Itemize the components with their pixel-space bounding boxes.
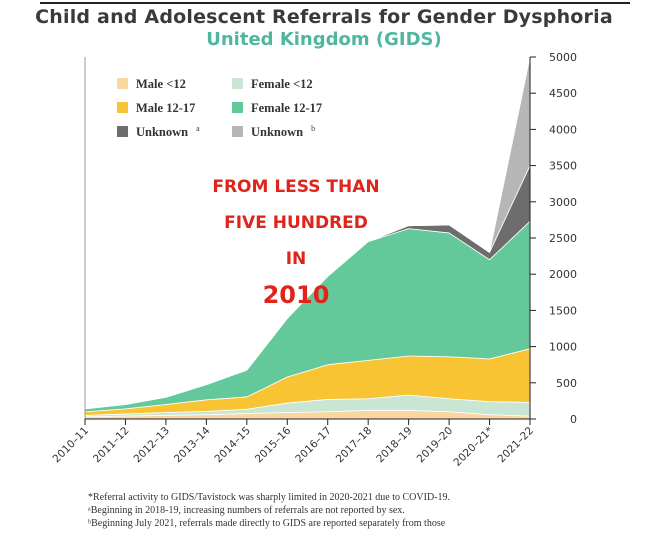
- annotation-line-3: IN: [286, 249, 307, 269]
- chart-svg: 0 500 1000 1500 2000 2500 3000 3500 4000 4500 5000…: [51, 51, 577, 469]
- legend-label: Unknown: [251, 125, 303, 139]
- legend-swatch: [117, 102, 128, 113]
- legend-superscript: b: [311, 124, 315, 133]
- legend-swatch: [117, 78, 128, 89]
- footnote-main: *Referral activity to GIDS/Tavistock was…: [88, 492, 451, 503]
- y-tick-label: 0: [570, 413, 577, 426]
- legend-label: Unknown: [136, 125, 188, 139]
- y-tick-label: 5000: [549, 51, 577, 64]
- legend-swatch: [232, 126, 243, 137]
- x-tick-label: 2020–21*: [451, 425, 495, 469]
- legend-superscript: a: [196, 124, 200, 133]
- legend-label: Female 12-17: [251, 101, 322, 115]
- annotation-line-1: FROM LESS THAN: [212, 177, 379, 197]
- x-ticks: 2010–11 2011–12 2012–13 2013–14 2014–15 2015–…: [51, 419, 537, 469]
- annotation-line-4: 2010: [263, 281, 330, 309]
- legend-swatch: [232, 102, 243, 113]
- y-tick-label: 4000: [549, 123, 577, 136]
- footnote-b: ᵇBeginning July 2021, referrals made dir…: [88, 518, 446, 529]
- x-tick-label: 2016–17: [293, 425, 334, 466]
- legend-label: Male 12-17: [136, 101, 195, 115]
- x-tick-label: 2012–13: [131, 425, 172, 466]
- legend-label: Female <12: [251, 77, 313, 91]
- x-tick-label: 2018–19: [374, 425, 415, 466]
- y-tick-label: 3500: [549, 160, 577, 173]
- legend-swatch: [232, 78, 243, 89]
- y-tick-label: 2000: [549, 268, 577, 281]
- top-rule: [40, 2, 630, 4]
- annotation-line-2: FIVE HUNDRED: [224, 213, 368, 233]
- y-tick-label: 500: [556, 377, 577, 390]
- y-tick-label: 1500: [549, 304, 577, 317]
- legend-label: Male <12: [136, 77, 186, 91]
- legend-swatch: [117, 126, 128, 137]
- x-tick-label: 2014–15: [212, 425, 253, 466]
- y-ticks: 0 500 1000 1500 2000 2500 3000 3500 4000 4500 5000: [530, 51, 577, 426]
- x-tick-label: 2010–11: [51, 425, 92, 466]
- chart-subtitle: United Kingdom (GIDS): [206, 29, 442, 50]
- x-tick-label: 2013–14: [172, 424, 213, 465]
- y-tick-label: 2500: [549, 232, 577, 245]
- y-tick-label: 3000: [549, 196, 577, 209]
- x-tick-label: 2017–18: [334, 425, 375, 466]
- chart-title: Child and Adolescent Referrals for Gende…: [35, 6, 613, 28]
- x-tick-label: 2011–12: [91, 425, 132, 466]
- footnote-a: ᵃBeginning in 2018-19, increasing number…: [88, 505, 405, 516]
- footnotes: *Referral activity to GIDS/Tavistock was…: [88, 491, 608, 530]
- legend: Male <12 Female <12 Male 12-17 Female 12-17…: [117, 77, 322, 139]
- y-tick-label: 4500: [549, 87, 577, 100]
- x-tick-label: 2019–20: [415, 425, 456, 466]
- y-tick-label: 1000: [549, 341, 577, 354]
- x-tick-label: 2015–16: [253, 424, 294, 465]
- x-tick-label: 2021–22: [496, 425, 537, 466]
